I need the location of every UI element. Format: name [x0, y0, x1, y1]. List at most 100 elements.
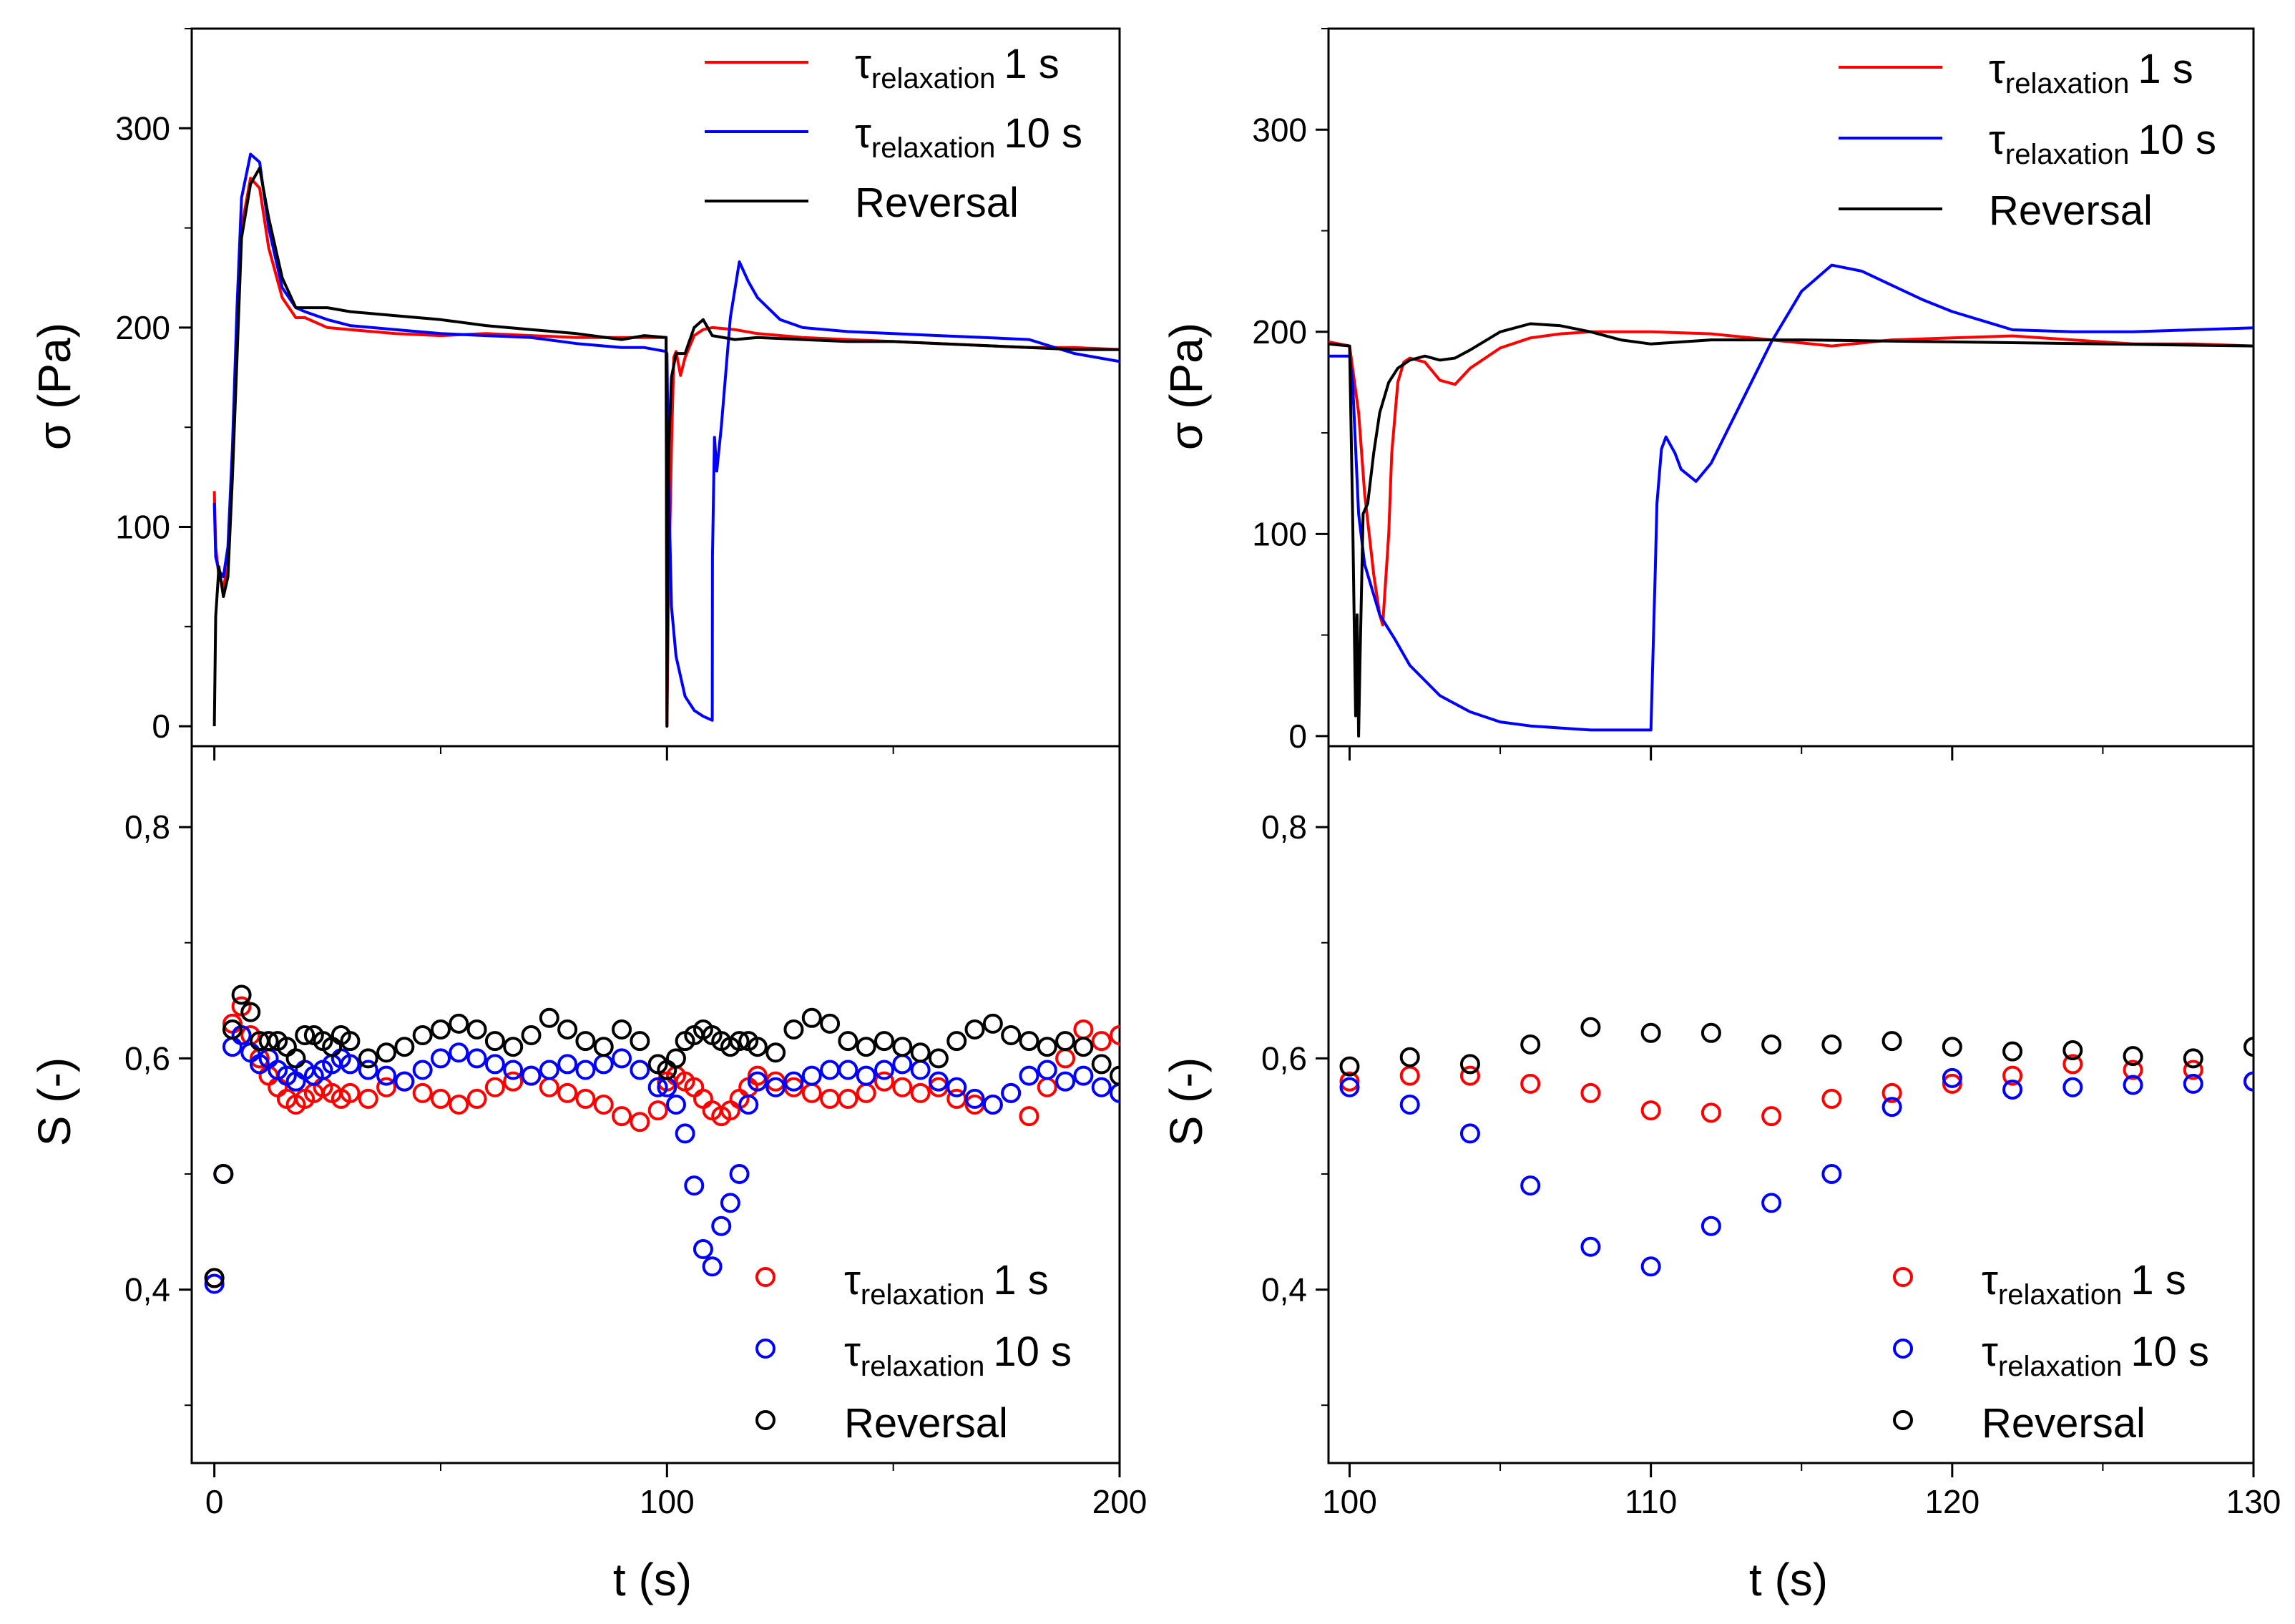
- right-s-series-reversal-point: [1459, 1054, 1480, 1075]
- left-s-series-tau10-point: [801, 1065, 822, 1086]
- left-stress-legend-label-reversal: Reversal: [855, 180, 1019, 226]
- right-bottom-y-axis-title: S (-): [1160, 1057, 1212, 1146]
- left-s-series-tau10-point: [612, 1048, 632, 1069]
- left-s-series-reversal-point: [982, 1013, 1003, 1034]
- left-s-legend-swatch-tau1: [755, 1267, 775, 1287]
- left-s-series-tau10-point: [665, 1095, 686, 1115]
- left-s-frame: [190, 745, 1121, 1464]
- left-s-series-tau10-point: [630, 1060, 650, 1080]
- left-s-series-reversal-point: [892, 1037, 913, 1057]
- left-s-series-tau10-point: [1055, 1071, 1076, 1092]
- left-s-series-reversal-point: [376, 1042, 397, 1063]
- left-s-series-tau10-point: [747, 1071, 768, 1092]
- left-s-series-reversal-point: [1055, 1031, 1076, 1052]
- right-s-series-reversal-point: [2243, 1037, 2254, 1057]
- right-s-series-tau10-point: [2183, 1073, 2203, 1094]
- right-s-series-reversal-point: [1339, 1056, 1360, 1077]
- right-stress-legend-tau-value: 10 s: [2138, 117, 2216, 163]
- left-s-series-tau10-point: [946, 1077, 967, 1097]
- right-stress-y-tick-label: 200: [1252, 313, 1307, 351]
- right-stress-plot-area: [1328, 263, 2254, 738]
- left-s-series-reversal-point: [1091, 1054, 1112, 1075]
- left-s-series-tau1-point: [647, 1100, 668, 1121]
- right-s-series-tau1-point: [1339, 1071, 1360, 1092]
- left-s-series-tau1-point: [268, 1077, 288, 1097]
- left-s-series-reversal-point: [358, 1048, 378, 1069]
- left-s-series-reversal-point: [612, 1019, 632, 1040]
- left-s-plot-area: [204, 984, 1120, 1294]
- left-stress-y-tick-label: 300: [115, 109, 170, 147]
- left-s-series-reversal-point: [394, 1037, 415, 1057]
- left-s-legend-tau-symbol: τ: [844, 1257, 861, 1303]
- left-s-series-reversal-point: [258, 1031, 279, 1052]
- left-s-series-tau10-point: [222, 1037, 243, 1057]
- left-s-x-tick-label: 200: [1092, 1483, 1148, 1520]
- left-s-series-tau10-point: [892, 1054, 913, 1075]
- left-s-series-reversal-point: [765, 1042, 786, 1063]
- left-s-series-tau10-point: [647, 1077, 668, 1097]
- left-s-series-reversal-point: [503, 1037, 524, 1057]
- left-s-series-tau10-point: [729, 1163, 750, 1184]
- left-s-series-tau10-point: [982, 1095, 1003, 1115]
- left-stress-plot-area: [212, 152, 1120, 728]
- left-s-series-reversal-point: [539, 1007, 559, 1028]
- left-s-series-reversal-point: [910, 1042, 931, 1063]
- right-s-series-tau10-point: [1339, 1077, 1360, 1097]
- right-s-series-tau1-point: [2123, 1060, 2143, 1080]
- left-s-series-tau10-point: [394, 1071, 415, 1092]
- right-s-legend-tau-value: 10 s: [2130, 1329, 2209, 1375]
- left-s-series-tau1-point: [557, 1082, 578, 1103]
- left-s-series-tau10-point: [521, 1065, 542, 1086]
- right-s-series-tau1-point: [1399, 1065, 1420, 1086]
- left-s-series-tau10-point: [376, 1065, 397, 1086]
- right-stress-y-tick-label: 100: [1252, 515, 1307, 552]
- left-s-series-reversal-point: [964, 1019, 985, 1040]
- right-s-legend-swatch-tau1: [1893, 1267, 1913, 1287]
- left-s-series-tau1-point: [612, 1106, 632, 1127]
- left-s-series-reversal-point: [593, 1037, 614, 1057]
- left-s-series-tau1-point: [1019, 1106, 1039, 1127]
- left-s-series-tau1-point: [1037, 1077, 1057, 1097]
- right-s-frame: [1327, 745, 2255, 1464]
- left-s-series-tau1-point: [1091, 1031, 1112, 1052]
- left-s-series-tau10-point: [928, 1071, 949, 1092]
- left-s-series-reversal-point: [240, 1002, 261, 1022]
- left-s-legend-swatch-reversal: [755, 1410, 775, 1430]
- left-s-series-tau10-point: [412, 1060, 433, 1080]
- left-s-series-tau1-point: [820, 1088, 841, 1109]
- left-s-series-reversal-point: [231, 984, 252, 1005]
- left-s-legend-tau-subscript: relaxation: [861, 1279, 984, 1311]
- left-s-legend-tau-value: 1 s: [993, 1257, 1048, 1303]
- left-s-series-tau10: [204, 1025, 1120, 1294]
- left-s-series-tau10-point: [765, 1077, 786, 1097]
- left-s-series-reversal-point: [222, 1019, 243, 1040]
- left-s-series-tau10-point: [964, 1088, 985, 1109]
- right-s-series-tau10: [1339, 1067, 2254, 1277]
- left-s-series-reversal-point: [838, 1031, 858, 1052]
- left-stress-legend-label-tau1: τrelaxation 1 s: [855, 41, 1060, 94]
- right-s-series-tau1-point: [1942, 1073, 1962, 1094]
- right-top-y-axis-title: σ (Pa): [1160, 323, 1212, 450]
- left-s-series-tau1-point: [430, 1088, 451, 1109]
- right-s-series-tau10-point: [1821, 1163, 1842, 1184]
- left-s-series-reversal-point: [665, 1048, 686, 1069]
- left-stress-legend-tau-subscript: relaxation: [871, 132, 995, 164]
- left-s-series-tau10-point: [340, 1054, 361, 1075]
- right-s-x-tick-label: 100: [1322, 1483, 1377, 1520]
- left-s-series-tau10-point: [1110, 1082, 1120, 1103]
- right-s-legend-tau-subscript: relaxation: [1998, 1279, 2122, 1311]
- left-stress-legend-label-tau10: τrelaxation 10 s: [855, 110, 1082, 164]
- right-s-series-reversal-point: [1640, 1022, 1661, 1043]
- left-s-series-reversal-point: [521, 1025, 542, 1046]
- right-s-x-tick-label: 110: [1625, 1483, 1677, 1520]
- right-stress-y-tick-label: 300: [1252, 111, 1307, 148]
- left-s-series-tau10-point: [820, 1060, 841, 1080]
- left-s-series-tau1-point: [630, 1112, 650, 1133]
- left-s-series-reversal-point: [295, 1025, 315, 1046]
- left-s-series-tau10-point: [720, 1193, 740, 1213]
